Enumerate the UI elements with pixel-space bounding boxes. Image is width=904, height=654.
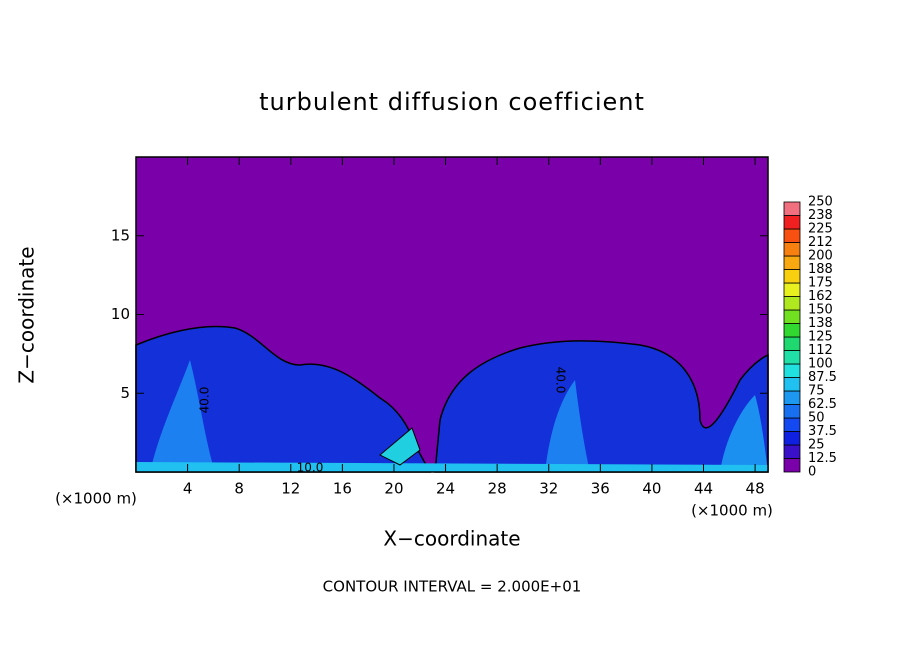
colorbar-label: 0 <box>808 465 816 480</box>
colorbar-label: 200 <box>808 249 833 264</box>
colorbar-label: 125 <box>808 330 833 345</box>
x-tick-label: 44 <box>694 480 713 498</box>
colorbar-label: 162 <box>808 289 833 304</box>
colorbar-box <box>783 431 801 446</box>
field <box>135 156 769 473</box>
colorbar-label: 12.5 <box>808 451 837 466</box>
x-tick-label: 28 <box>488 480 507 498</box>
colorbar-box <box>783 201 801 216</box>
colorbar-label: 150 <box>808 303 833 318</box>
colorbar-box <box>783 444 801 459</box>
x-axis-label: X−coordinate <box>383 527 520 551</box>
contour-label: 10.0 <box>297 461 324 475</box>
field-region <box>720 395 768 472</box>
field-region <box>434 340 769 473</box>
colorbar-box <box>783 296 801 311</box>
field-region <box>545 380 590 472</box>
colorbar-label: 212 <box>808 235 833 250</box>
chart-title: turbulent diffusion coefficient <box>259 88 645 116</box>
colorbar-box <box>783 336 801 351</box>
colorbar-box <box>783 350 801 365</box>
x-tick-label: 8 <box>234 480 244 498</box>
colorbar-label: 138 <box>808 316 833 331</box>
colorbar-label: 50 <box>808 411 825 426</box>
x-tick-label: 4 <box>183 480 193 498</box>
colorbar-label: 238 <box>808 208 833 223</box>
contour-label: 40.0 <box>198 387 212 414</box>
colorbar-box <box>783 215 801 230</box>
x-tick-label: 12 <box>281 480 300 498</box>
axis-unit: (×1000 m) <box>55 490 137 508</box>
colorbar-label: 25 <box>808 438 825 453</box>
colorbar-box <box>783 228 801 243</box>
colorbar-box <box>783 404 801 419</box>
y-axis-label: Z−coordinate <box>15 246 39 383</box>
colorbar-label: 188 <box>808 262 833 277</box>
colorbar-box <box>783 323 801 338</box>
colorbar-label: 75 <box>808 384 825 399</box>
colorbar-label: 37.5 <box>808 424 837 439</box>
colorbar-box <box>783 363 801 378</box>
x-tick-label: 16 <box>333 480 352 498</box>
colorbar-box <box>783 417 801 432</box>
x-tick-label: 24 <box>436 480 455 498</box>
colorbar-box <box>783 282 801 297</box>
field-region <box>150 360 215 472</box>
x-tick-label: 40 <box>642 480 661 498</box>
colorbar-box <box>783 390 801 405</box>
x-tick-label: 20 <box>384 480 403 498</box>
colorbar-label: 62.5 <box>808 397 837 412</box>
axis-unit: (×1000 m) <box>691 502 773 520</box>
colorbar-label: 250 <box>808 195 833 210</box>
colorbar-box <box>783 377 801 392</box>
colorbar-box <box>783 269 801 284</box>
y-tick-label: 15 <box>111 226 130 244</box>
y-tick-label: 10 <box>111 305 130 323</box>
y-tick-label: 5 <box>120 384 130 402</box>
colorbar-label: 175 <box>808 276 833 291</box>
contour-label: 40.0 <box>554 367 568 394</box>
colorbar-label: 87.5 <box>808 370 837 385</box>
x-tick-label: 32 <box>539 480 558 498</box>
colorbar-box <box>783 458 801 473</box>
field-region <box>379 427 421 466</box>
field-region <box>135 325 432 473</box>
colorbar-label: 112 <box>808 343 833 358</box>
colorbar-box <box>783 242 801 257</box>
colorbar-label: 225 <box>808 222 833 237</box>
colorbar-box <box>783 255 801 270</box>
colorbar-label: 100 <box>808 357 833 372</box>
x-tick-label: 36 <box>591 480 610 498</box>
footer: CONTOUR INTERVAL = 2.000E+01 <box>323 578 582 596</box>
x-tick-label: 48 <box>746 480 765 498</box>
colorbar-box <box>783 309 801 324</box>
field-region <box>136 462 768 472</box>
